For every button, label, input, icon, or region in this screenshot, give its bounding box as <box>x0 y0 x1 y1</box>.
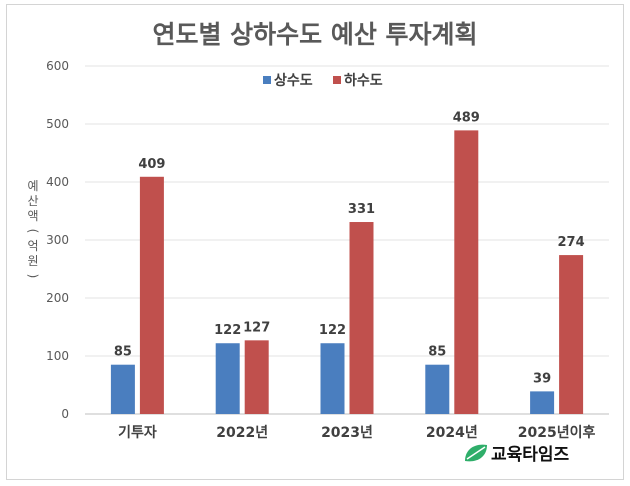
y-axis-label-char: ) <box>26 274 40 279</box>
bar <box>110 364 135 414</box>
x-category-label: 2024년 <box>426 425 478 441</box>
bar <box>530 391 555 414</box>
y-tick-label: 0 <box>61 407 69 421</box>
bar <box>454 130 479 414</box>
y-tick-label: 100 <box>46 349 69 363</box>
y-axis-ticks: 0 100 200 300 400 500 600 <box>46 59 69 421</box>
leaf-logo-icon <box>465 444 487 462</box>
x-category-label: 2023년 <box>321 425 373 441</box>
bars <box>110 130 584 414</box>
bar-chart: 연도별 상하수도 예산 투자계획 0 100 200 300 400 500 600 예산액… <box>26 20 609 465</box>
y-axis-label-char: 억 <box>27 239 38 253</box>
legend: 상수도 하수도 <box>263 72 383 89</box>
y-axis-label: 예산액 ( 억원) <box>26 179 40 278</box>
chart-title: 연도별 상하수도 예산 투자계획 <box>152 20 477 49</box>
watermark: 교육타임즈 <box>465 444 570 465</box>
y-axis-label-char: 예 <box>27 179 38 193</box>
y-axis-label-char: 액 <box>27 209 38 223</box>
bar <box>139 176 164 414</box>
legend-swatch <box>263 76 271 84</box>
category-labels: 기투자 2022년 2023년 2024년 2025년이후 <box>118 424 595 441</box>
legend-swatch <box>333 76 341 84</box>
data-label: 39 <box>533 371 551 386</box>
y-tick-label: 400 <box>46 175 69 189</box>
data-label: 85 <box>428 345 446 360</box>
watermark-text: 교육타임즈 <box>491 444 570 465</box>
legend-label: 상수도 <box>274 73 313 89</box>
y-tick-label: 500 <box>46 117 69 131</box>
x-category-label: 기투자 <box>118 425 157 441</box>
data-label: 274 <box>558 235 585 250</box>
bar <box>215 343 240 414</box>
y-tick-label: 200 <box>46 291 69 305</box>
data-label: 331 <box>348 202 375 217</box>
bar <box>559 255 584 414</box>
bar <box>425 364 450 414</box>
y-axis-label-char: 산 <box>27 194 38 208</box>
bar <box>320 343 345 414</box>
y-axis-label-char: ( <box>26 229 40 234</box>
data-label: 489 <box>453 110 480 125</box>
grid-lines <box>85 65 609 415</box>
data-label: 127 <box>243 320 270 335</box>
x-category-label: 2025년이후 <box>518 424 596 441</box>
x-category-label: 2022년 <box>216 425 268 441</box>
bar <box>349 222 374 414</box>
data-label: 409 <box>138 157 165 172</box>
legend-label: 하수도 <box>344 72 383 89</box>
y-axis-label-char: 원 <box>27 254 38 268</box>
bar <box>244 340 269 414</box>
data-label: 122 <box>319 323 346 338</box>
y-tick-label: 300 <box>46 233 69 247</box>
data-label: 85 <box>114 345 132 360</box>
y-tick-label: 600 <box>46 59 69 73</box>
data-label: 122 <box>214 323 241 338</box>
